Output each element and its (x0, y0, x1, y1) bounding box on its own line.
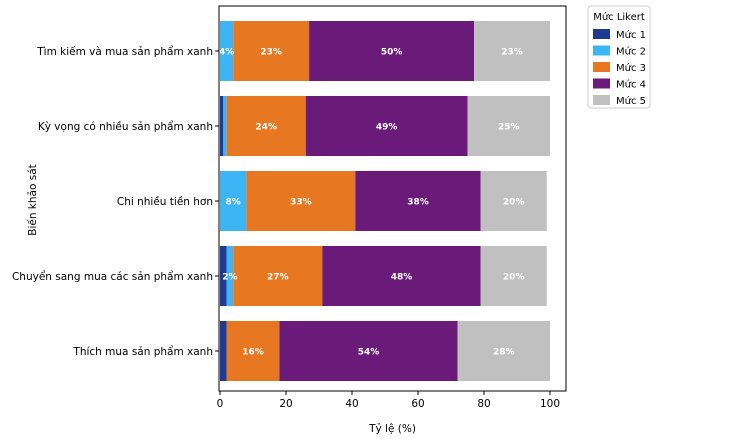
legend-label: Mức 1 (616, 29, 646, 41)
bar-2-mức-4 (305, 96, 468, 156)
legend-label: Mức 3 (616, 62, 646, 74)
bar-5-mức-4 (279, 321, 458, 381)
bar-5-mức-5 (457, 321, 550, 381)
bar-4-mức-3 (233, 246, 323, 306)
bar-value-label: 23% (260, 48, 282, 58)
bar-4-mức-2 (226, 246, 234, 306)
legend-label: Mức 5 (616, 95, 646, 107)
x-tick-label: 60 (411, 398, 424, 410)
bar-5-mức-1 (220, 321, 227, 381)
bar-1-mức-4 (309, 21, 475, 81)
bar-value-label: 20% (503, 273, 525, 283)
category-label: Thích mua sản phẩm xanh (72, 345, 213, 358)
bar-4-mức-5 (480, 246, 547, 306)
bar-value-label: 49% (376, 123, 398, 133)
bar-3-mức-4 (355, 171, 481, 231)
bar-value-label: 33% (290, 198, 312, 208)
x-tick-label: 0 (217, 398, 224, 410)
legend-label: Mức 2 (616, 46, 646, 58)
bar-value-label: 48% (391, 273, 413, 283)
bar-2-mức-3 (226, 96, 306, 156)
legend-title: Mức Likert (593, 11, 645, 23)
bar-5-mức-3 (226, 321, 280, 381)
bar-value-label: 54% (358, 348, 380, 358)
legend: Mức Likert Mức 1 Mức 2 Mức 3 Mức 4 Mức 5 (587, 5, 651, 109)
bar-value-labels: 4% 23% 50% 23% 24% 49% 25% 8% 33% 38% 20% 2% 27% 48% 2… (219, 48, 525, 358)
category-label: Tìm kiếm và mua sản phẩm xanh (36, 45, 213, 58)
legend-swatch (593, 62, 610, 72)
bar-4-mức-4 (322, 246, 481, 306)
bar-2-mức-2 (223, 96, 227, 156)
legend-swatch (593, 45, 610, 56)
bar-1-mức-5 (474, 21, 550, 81)
bar-value-label: 50% (381, 48, 403, 58)
bar-value-label: 27% (267, 273, 289, 283)
category-label: Kỳ vọng có nhiều sản phẩm xanh (38, 120, 213, 133)
bar-area (220, 21, 550, 381)
plot-frame (218, 5, 567, 392)
bar-value-label: 38% (407, 198, 429, 208)
bar-2-mức-5 (467, 96, 550, 156)
bar-1-mức-3 (233, 21, 310, 81)
bar-1-mức-2 (220, 21, 234, 81)
legend-swatch (593, 95, 610, 105)
y-axis-title: Biến khảo sát (27, 164, 39, 236)
bar-value-label: 25% (498, 123, 520, 133)
legend-label: Mức 4 (616, 79, 646, 91)
x-tick-label: 80 (477, 398, 490, 410)
x-axis: 0 20 40 60 80 100 (217, 391, 560, 410)
x-axis-title: Tỷ lệ (%) (368, 423, 416, 435)
legend-swatch (593, 29, 610, 39)
x-tick-label: 100 (540, 398, 560, 410)
x-tick-label: 40 (345, 398, 358, 410)
bar-2-mức-1 (220, 96, 224, 156)
bar-value-label: 28% (493, 348, 515, 358)
bar-value-label: 20% (503, 198, 525, 208)
bar-4-mức-1 (220, 246, 227, 306)
bar-value-label: 4% (219, 48, 234, 58)
bar-value-label: 24% (255, 123, 277, 133)
category-axis: Tìm kiếm và mua sản phẩm xanh Kỳ vọng có … (12, 45, 219, 358)
bar-3-mức-5 (480, 171, 547, 231)
legend-swatch (593, 78, 610, 89)
bar-value-label: 16% (242, 348, 264, 358)
category-label: Chi nhiều tiền hơn (117, 196, 213, 208)
bar-value-label: 2% (222, 273, 237, 283)
category-label: Chuyển sang mua các sản phẩm xanh (12, 270, 213, 283)
bar-value-label: 8% (226, 198, 241, 208)
bar-3-mức-2 (220, 171, 247, 231)
bar-value-label: 23% (501, 48, 523, 58)
x-tick-label: 20 (279, 398, 292, 410)
bar-3-mức-3 (246, 171, 356, 231)
